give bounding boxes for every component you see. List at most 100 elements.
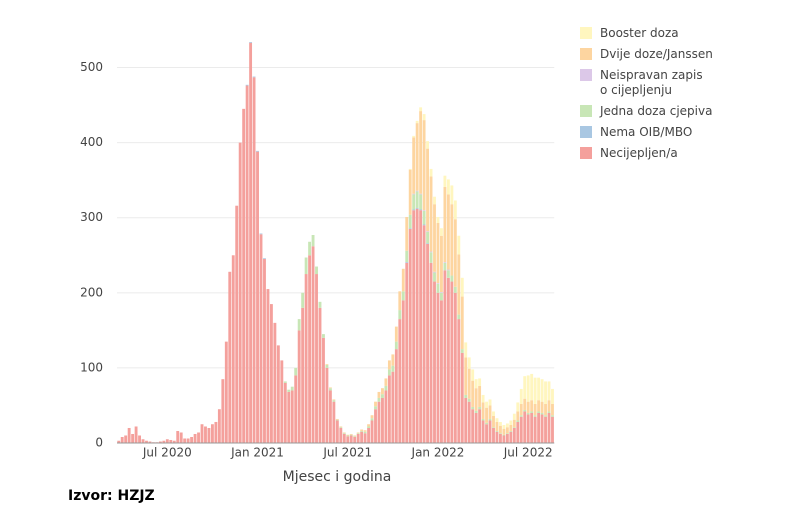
bar-segment (412, 194, 416, 210)
bar-segment (436, 216, 440, 223)
bar-segment (547, 381, 551, 401)
bar-segment (370, 418, 374, 421)
bar-segment (381, 394, 384, 398)
bar-segment (519, 415, 523, 417)
bar-segment (342, 433, 346, 434)
legend-item[interactable]: Necijepljen/a (580, 146, 713, 161)
bar-segment (485, 407, 488, 423)
bar-segment (450, 185, 454, 205)
bar-segment (460, 352, 464, 443)
bar-segment (127, 427, 131, 443)
bar-segment (374, 406, 377, 410)
bar-segment (495, 430, 499, 432)
bar-segment (433, 271, 436, 273)
bar-segment (426, 243, 429, 245)
x-tick-label: Jul 2021 (322, 446, 372, 460)
bar-segment (544, 403, 547, 416)
bar-segment (523, 411, 527, 443)
y-tick-label: 200 (80, 285, 103, 299)
legend-item[interactable]: Nema OIB/MBO (580, 125, 713, 140)
bar-segment (478, 409, 482, 443)
bar-segment (419, 193, 423, 195)
legend-item[interactable]: Dvije doze/Janssen (580, 47, 713, 62)
bar-segment (228, 271, 232, 443)
legend-swatch (580, 48, 592, 60)
bar-segment (401, 268, 405, 292)
bar-segment (335, 418, 339, 420)
bar-segment (325, 367, 329, 443)
bar-segment (530, 412, 534, 443)
bar-segment (190, 436, 194, 443)
bar-segment (526, 412, 530, 415)
bar-segment (283, 382, 287, 443)
bar-segment (346, 435, 350, 437)
bar-segment (426, 244, 429, 443)
bar-segment (238, 142, 242, 444)
bar-segment (443, 262, 447, 271)
bar-segment (374, 409, 377, 443)
bar-segment (422, 224, 426, 226)
bar-segment (381, 397, 384, 443)
bar-segment (391, 365, 395, 372)
bar-segment (488, 405, 492, 419)
bar-segment (436, 283, 440, 293)
bar-segment (471, 369, 475, 381)
bar-segment (502, 435, 506, 443)
bar-segment (186, 438, 190, 443)
bar-segment (433, 281, 436, 443)
y-tick-label: 0 (95, 436, 103, 450)
bar-segment (415, 190, 419, 192)
bar-segment (315, 266, 318, 275)
bar-segment (405, 250, 409, 263)
bar-segment (384, 385, 388, 391)
legend-swatch (580, 126, 592, 138)
bar-segment (325, 364, 329, 368)
bar-segment (460, 296, 464, 350)
bar-segment (339, 427, 343, 428)
legend-item[interactable]: Jedna doza cjepiva (580, 104, 713, 119)
bar-segment (443, 186, 447, 263)
bar-segment (405, 262, 409, 443)
bar-segment (332, 401, 336, 443)
bar-segment (540, 412, 544, 415)
bar-segment (433, 204, 436, 272)
bar-segment (245, 84, 249, 86)
bar-segment (335, 419, 339, 421)
bar-segment (485, 422, 488, 425)
bar-segment (519, 403, 523, 416)
bar-segment (367, 427, 371, 443)
bar-segment (443, 270, 447, 443)
bar-segment (263, 258, 266, 260)
bar-segment (297, 319, 301, 331)
bar-segment (467, 357, 471, 369)
legend-item[interactable]: Booster doza (580, 26, 713, 41)
bar-segment (419, 209, 423, 211)
bar-segment (387, 375, 391, 443)
legend-item[interactable]: Neispravan zapis o cijepljenju (580, 68, 713, 98)
bar-segment (495, 431, 499, 443)
bar-segment (471, 409, 475, 443)
bar-segment (488, 420, 492, 443)
bar-segment (294, 375, 298, 443)
bar-segment (304, 257, 308, 275)
bar-segment (530, 373, 534, 401)
bar-segment (408, 169, 412, 215)
bar-segment (387, 360, 391, 370)
bar-segment (259, 234, 263, 443)
bar-segment (328, 388, 332, 391)
bar-segment (446, 270, 450, 278)
bar-segment (384, 390, 388, 443)
bar-segment (360, 429, 364, 431)
legend-label: Nema OIB/MBO (600, 125, 693, 139)
bar-segment (266, 289, 270, 443)
bar-segment (148, 441, 152, 443)
bar-segment (488, 418, 492, 421)
bar-segment (509, 431, 513, 443)
bar-segment (457, 319, 461, 443)
y-tick-label: 300 (80, 210, 103, 224)
legend-label: Dvije doze/Janssen (600, 47, 713, 61)
bar-segment (429, 168, 433, 177)
bar-segment (117, 440, 121, 443)
bar-segment (172, 440, 176, 443)
bar-segment (453, 292, 457, 443)
